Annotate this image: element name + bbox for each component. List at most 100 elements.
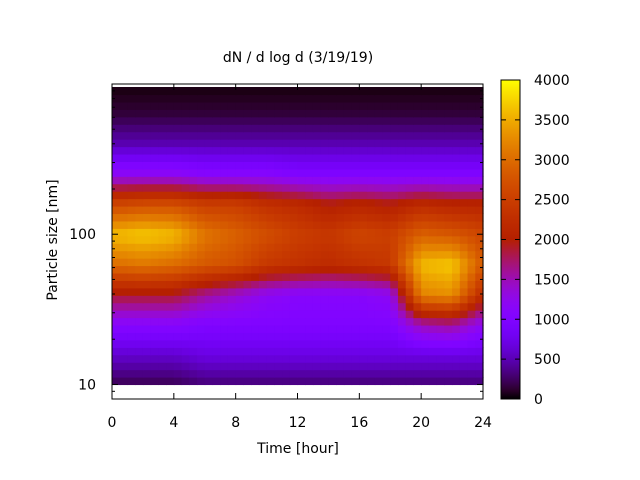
heatmap-cell (452, 265, 461, 274)
heatmap-cell (220, 176, 229, 185)
heatmap-cell (351, 176, 360, 185)
heatmap-cell (173, 146, 183, 155)
heatmap-cell (382, 198, 391, 207)
heatmap-cell (436, 131, 445, 140)
heatmap-cell (212, 265, 221, 274)
heatmap-cell (320, 161, 330, 170)
heatmap-cell (266, 191, 275, 200)
heatmap-cell (320, 176, 330, 185)
heatmap-cell (119, 235, 129, 244)
heatmap-cell (173, 183, 183, 192)
heatmap-cell (173, 295, 183, 304)
heatmap-cell (258, 362, 268, 371)
heatmap-cell (367, 362, 376, 371)
heatmap-cell (405, 339, 415, 348)
heatmap-cell (374, 183, 384, 192)
heatmap-cell (150, 339, 159, 348)
heatmap-cell (467, 228, 476, 237)
heatmap-cell (127, 310, 136, 319)
heatmap-cell (251, 213, 260, 222)
heatmap-cell (119, 213, 129, 222)
heatmap-cell (390, 317, 399, 326)
heatmap-cell (312, 176, 322, 185)
heatmap-cell (397, 347, 407, 356)
heatmap-cell (112, 131, 121, 140)
heatmap-cell (251, 183, 260, 192)
heatmap-cell (181, 265, 190, 274)
heatmap-cell (320, 109, 330, 118)
heatmap-cell (397, 362, 407, 371)
heatmap-cell (397, 94, 407, 103)
heatmap-cell (158, 131, 167, 140)
heatmap-cell (119, 161, 129, 170)
heatmap-cell (382, 287, 391, 296)
heatmap-cell (243, 302, 252, 311)
heatmap-cell (436, 272, 445, 281)
heatmap-cell (397, 339, 407, 348)
heatmap-cell (336, 87, 345, 96)
heatmap-cell (204, 191, 214, 200)
heatmap-cell (475, 176, 484, 185)
heatmap-cell (274, 116, 283, 125)
heatmap-cell (367, 124, 376, 133)
heatmap-cell (390, 94, 399, 103)
heatmap-cell (173, 139, 183, 148)
heatmap-cell (467, 280, 476, 289)
heatmap-cell (282, 131, 291, 140)
heatmap-cell (459, 101, 469, 110)
heatmap-cell (204, 302, 214, 311)
heatmap-cell (112, 265, 121, 274)
heatmap-cell (289, 324, 299, 333)
heatmap-cell (390, 295, 399, 304)
heatmap-cell (467, 94, 476, 103)
heatmap-cell (189, 265, 198, 274)
heatmap-cell (150, 87, 159, 96)
heatmap-cell (320, 228, 330, 237)
heatmap-cell (197, 153, 206, 162)
heatmap-cell (413, 287, 422, 296)
heatmap-cell (452, 116, 461, 125)
heatmap-cell (274, 220, 283, 229)
heatmap-cell (405, 124, 415, 133)
heatmap-cell (475, 250, 484, 259)
heatmap-cell (351, 369, 360, 378)
heatmap-cell (467, 287, 476, 296)
heatmap-cell (112, 295, 121, 304)
heatmap-cell (312, 295, 322, 304)
heatmap-cell (320, 101, 330, 110)
heatmap-cell (397, 369, 407, 378)
heatmap-cell (235, 146, 244, 155)
heatmap-cell (127, 131, 136, 140)
heatmap-cell (421, 116, 430, 125)
heatmap-cell (467, 176, 476, 185)
heatmap-cell (112, 258, 121, 267)
heatmap-cell (343, 183, 353, 192)
heatmap-cell (266, 228, 275, 237)
heatmap-cell (305, 265, 314, 274)
heatmap-cell (428, 124, 438, 133)
heatmap-cell (119, 280, 129, 289)
heatmap-cell (235, 250, 244, 259)
heatmap-cell (397, 310, 407, 319)
heatmap-cell (351, 109, 360, 118)
heatmap-cell (336, 332, 345, 341)
heatmap-cell (135, 243, 144, 252)
heatmap-cell (343, 347, 353, 356)
heatmap-cell (173, 213, 183, 222)
heatmap-cell (367, 265, 376, 274)
heatmap-cell (258, 287, 268, 296)
heatmap-cell (197, 101, 206, 110)
heatmap-cell (336, 198, 345, 207)
heatmap-cell (142, 258, 152, 267)
heatmap-cell (413, 369, 422, 378)
heatmap-cell (204, 146, 214, 155)
heatmap-cell (274, 168, 283, 177)
heatmap-cell (251, 243, 260, 252)
heatmap-cell (127, 235, 136, 244)
heatmap-cell (328, 109, 337, 118)
heatmap-cell (119, 243, 129, 252)
heatmap-cell (266, 124, 275, 133)
heatmap-cell (181, 354, 190, 363)
heatmap-cell (351, 116, 360, 125)
heatmap-cell (127, 347, 136, 356)
